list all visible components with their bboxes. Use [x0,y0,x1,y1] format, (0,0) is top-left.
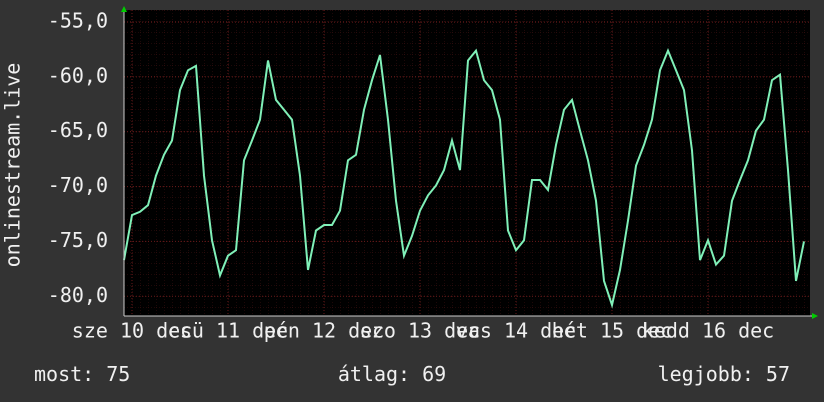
stat-label: átlag: [338,362,410,386]
y-tick-label: -55,0 [48,9,108,33]
stat-label: legjobb: [658,362,754,386]
y-tick-label: -60,0 [48,63,108,87]
y-tick-label: -75,0 [48,228,108,252]
stat-value: 69 [422,362,446,386]
y-tick-label: -65,0 [48,118,108,142]
stat-value: 75 [106,362,130,386]
x-tick-label: kedd 16 dec [642,319,774,343]
minor-grid [124,10,810,316]
marks [123,47,805,309]
data-line [123,47,805,309]
y-axis-title: onlinestream.live [1,63,25,268]
grid [124,10,810,316]
axis-arrow [121,6,127,12]
y-tick-label: -70,0 [48,173,108,197]
x-tick-label: szo 13 dec [360,319,480,343]
axis-arrow [812,313,818,319]
y-tick-label: -80,0 [48,283,108,307]
x-tick-label: sze 10 dec [72,319,192,343]
x-tick-label: csü 11 dec [168,319,288,343]
x-tick-label: hét 15 dec [552,319,672,343]
stat-label: most: [34,362,94,386]
stat: átlag: 69 [338,362,446,386]
stat: legjobb: 57 [658,362,790,386]
stat: most: 75 [34,362,130,386]
stat-value: 57 [766,362,790,386]
x-tick-label: vas 14 dec [456,319,576,343]
x-tick-label: pén 12 dec [264,319,384,343]
